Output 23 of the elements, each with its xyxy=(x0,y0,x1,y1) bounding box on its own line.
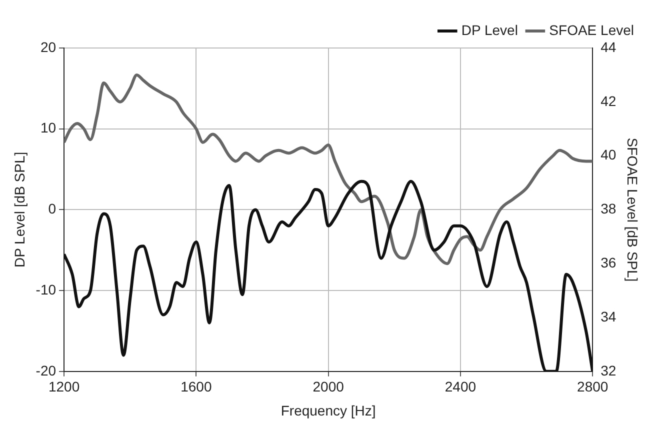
x-tick-label: 2800 xyxy=(577,378,608,395)
x-tick-label: 2400 xyxy=(444,378,476,395)
y-tick-label: -20 xyxy=(36,362,56,378)
y2-tick-label: 44 xyxy=(600,38,616,55)
legend-label: DP Level xyxy=(461,22,518,38)
y-tick-label: 0 xyxy=(48,200,56,217)
x-tick-label: 2000 xyxy=(312,378,344,395)
y2-axis-title: SFOAE Level [dB SPL] xyxy=(624,138,641,282)
y-tick-label: 20 xyxy=(40,38,56,55)
x-axis-title: Frequency [Hz] xyxy=(280,402,376,418)
line-series xyxy=(64,73,593,266)
y2-tick-label: 34 xyxy=(600,308,616,324)
y2-tick-label: 38 xyxy=(600,200,616,217)
y-tick-label: -10 xyxy=(36,281,56,298)
y2-tick-label: 36 xyxy=(600,254,616,270)
x-tick-label: 1600 xyxy=(180,378,212,395)
y2-tick-label: 40 xyxy=(600,146,616,163)
x-tick-label: 1200 xyxy=(48,378,80,395)
legend-label: SFOAE Level xyxy=(549,22,634,38)
y2-tick-label: 42 xyxy=(600,92,616,109)
y2-tick-label: 32 xyxy=(600,362,616,378)
y-axis-title: DP Level [dB SPL] xyxy=(11,152,28,268)
y-tick-label: 10 xyxy=(40,120,56,136)
